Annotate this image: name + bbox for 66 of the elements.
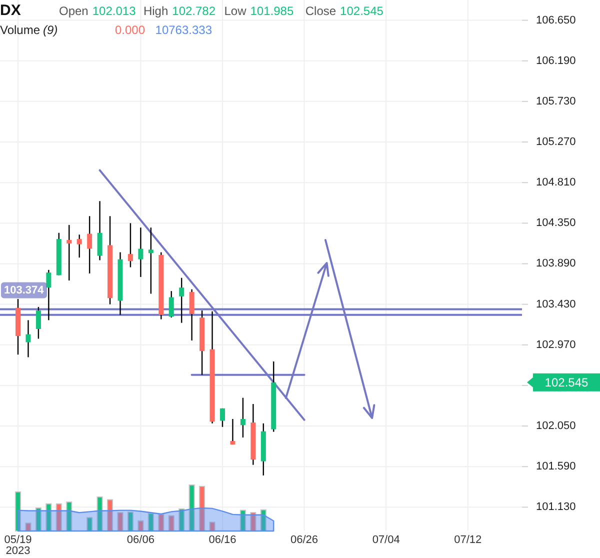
- y-tick-label: 101.590: [536, 460, 576, 473]
- x-tick-label: 06/06: [126, 534, 154, 546]
- annotation: Open 102.013: [59, 4, 136, 18]
- bar: [260, 509, 266, 532]
- candlestick: [87, 216, 92, 274]
- bar: [107, 499, 114, 532]
- x-tick-label: 06/26: [290, 534, 318, 546]
- candlestick: [168, 290, 174, 318]
- bar: [250, 512, 256, 532]
- y-tick-label: 104.350: [536, 217, 576, 230]
- bar: [56, 503, 62, 532]
- bar: [127, 512, 134, 532]
- candlestick: [148, 226, 154, 294]
- x-tick-label: 07/12: [454, 534, 482, 546]
- bar: [188, 484, 195, 532]
- bar: [209, 522, 216, 532]
- bar: [168, 515, 174, 532]
- candlestick: [26, 320, 31, 358]
- y-tick-label: 103.430: [536, 298, 576, 310]
- bar: [117, 512, 124, 532]
- bar: [199, 486, 206, 532]
- y-tick-label: 103.890: [536, 258, 576, 270]
- candlestick: [230, 418, 236, 446]
- bar: [240, 510, 246, 532]
- bar: [25, 522, 32, 532]
- bar: [66, 502, 72, 532]
- bar: [46, 503, 52, 532]
- candlestick: [66, 224, 72, 282]
- y-tick-label: 105.730: [536, 95, 576, 108]
- candlestick: [179, 277, 184, 324]
- x-tick-label: 07/04: [372, 534, 400, 546]
- bar: [35, 508, 42, 532]
- candlestick: [46, 269, 52, 321]
- bar: [148, 513, 154, 532]
- candlestick: [97, 200, 102, 261]
- annotation: 10763.333: [155, 23, 212, 37]
- y-tick-label: 102.970: [536, 338, 576, 351]
- candlestick: [36, 306, 41, 340]
- y-tick-label: 106.190: [536, 54, 576, 67]
- text: 102.545: [544, 375, 589, 390]
- x-tick-label: 06/16: [208, 534, 236, 546]
- candlestick: [220, 408, 225, 428]
- y-tick-label: 105.270: [536, 136, 576, 148]
- y-tick-label: 104.810: [536, 176, 576, 189]
- chart-title: DX: [0, 2, 21, 19]
- annotation: 0.000: [115, 23, 146, 37]
- bar: [138, 520, 144, 532]
- bar: [96, 496, 103, 532]
- bar: [178, 508, 185, 532]
- candlestick: [240, 397, 246, 438]
- y-tick-label: 102.050: [536, 420, 576, 432]
- annotation: Close 102.545: [305, 4, 384, 18]
- candlestick: [128, 222, 133, 268]
- y-tick-label: 101.130: [536, 501, 576, 514]
- bar: [158, 514, 164, 532]
- candlestick: [189, 288, 194, 342]
- annotation: High 102.782: [143, 4, 216, 18]
- candlestick: [138, 226, 144, 278]
- bar: [15, 491, 21, 532]
- y-tick-label: 106.650: [536, 14, 576, 26]
- chart-title: Volume (9): [0, 23, 58, 37]
- ref-line-label: 103.374: [4, 284, 45, 296]
- candlestick: [76, 234, 82, 258]
- bar: [86, 517, 93, 532]
- annotation: Low 101.985: [224, 4, 294, 18]
- x-tick-label: 05/19 2023: [4, 534, 32, 557]
